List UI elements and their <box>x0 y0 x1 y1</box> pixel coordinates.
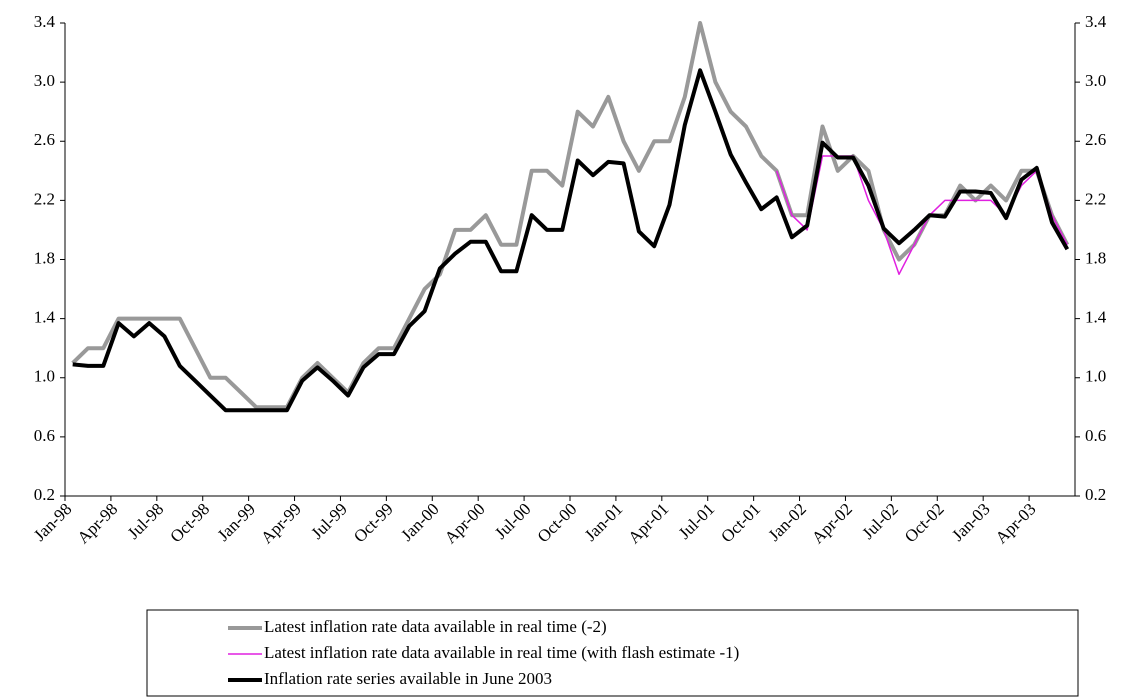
legend-label: Latest inflation rate data available in … <box>264 643 739 662</box>
y-tick-label: 0.2 <box>34 485 55 504</box>
y2-tick-label: 1.8 <box>1085 248 1106 267</box>
x-tick-label: Apr-02 <box>808 499 856 547</box>
legend-box <box>146 609 1079 697</box>
x-tick-label: Apr-98 <box>73 499 121 547</box>
y2-tick-label: 2.2 <box>1085 189 1106 208</box>
x-tick-label: Oct-99 <box>350 499 397 546</box>
y-tick-label: 2.6 <box>34 130 55 149</box>
x-tick-label: Apr-00 <box>441 499 489 547</box>
x-tick-label: Jul-98 <box>124 499 167 542</box>
x-tick-label: Jul-01 <box>675 499 718 542</box>
x-tick-label: Jul-99 <box>307 499 350 542</box>
legend-label: Inflation rate series available in June … <box>264 669 552 688</box>
y2-tick-label: 2.6 <box>1085 130 1106 149</box>
x-tick-label: Apr-99 <box>257 499 305 547</box>
x-tick-label: Jan-99 <box>214 499 259 544</box>
y2-tick-label: 3.4 <box>1085 12 1107 31</box>
x-tick-label: Oct-98 <box>166 499 213 546</box>
x-tick-label: Apr-01 <box>624 499 672 547</box>
x-tick-label: Oct-00 <box>534 499 581 546</box>
series-line <box>72 68 1070 413</box>
y2-tick-label: 1.0 <box>1085 367 1106 386</box>
series-line <box>775 155 1068 276</box>
x-tick-label: Jan-01 <box>581 499 626 544</box>
y-tick-label: 1.0 <box>34 367 55 386</box>
x-tick-label: Jul-02 <box>858 499 901 542</box>
x-tick-label: Jan-03 <box>948 499 993 544</box>
y-tick-label: 3.4 <box>34 12 56 31</box>
y-tick-label: 0.6 <box>34 426 55 445</box>
x-tick-label: Jan-98 <box>30 499 75 544</box>
x-tick-label: Jul-00 <box>491 499 534 542</box>
x-tick-label: Oct-01 <box>717 499 764 546</box>
x-tick-label: Jan-02 <box>765 499 810 544</box>
x-tick-label: Jan-00 <box>397 499 442 544</box>
y-tick-label: 3.0 <box>34 71 55 90</box>
y2-tick-label: 0.2 <box>1085 485 1106 504</box>
y2-tick-label: 3.0 <box>1085 71 1106 90</box>
y2-tick-label: 1.4 <box>1085 308 1107 327</box>
y-tick-label: 1.8 <box>34 248 55 267</box>
x-tick-label: Apr-03 <box>992 499 1040 547</box>
y2-tick-label: 0.6 <box>1085 426 1106 445</box>
series-line <box>71 21 1070 410</box>
y-tick-label: 2.2 <box>34 189 55 208</box>
x-tick-label: Oct-02 <box>901 499 948 546</box>
legend-label: Latest inflation rate data available in … <box>264 617 607 636</box>
y-tick-label: 1.4 <box>34 308 56 327</box>
